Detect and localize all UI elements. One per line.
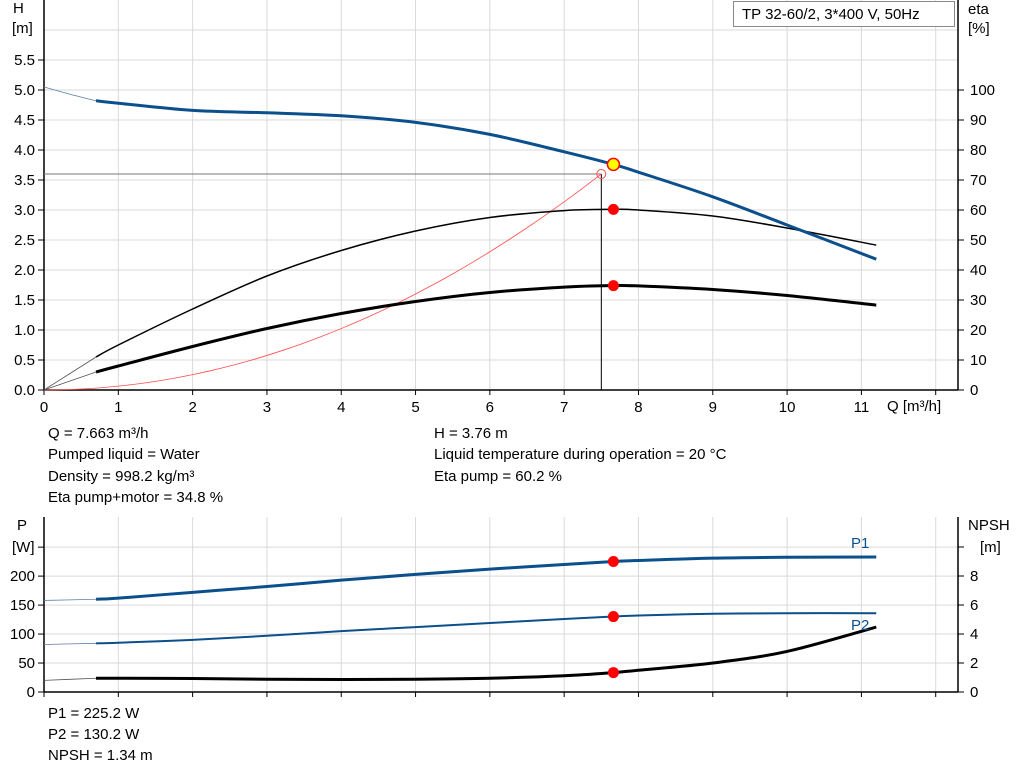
q-tick-label: 3 xyxy=(263,399,271,416)
info-p2: P2 = 130.2 W xyxy=(48,726,140,743)
eta-tick-label: 60 xyxy=(970,202,987,219)
p-axis-label: P xyxy=(17,517,28,534)
eta-tick-label: 30 xyxy=(970,292,987,309)
info-eta-total: Eta pump+motor = 34.8 % xyxy=(48,489,224,506)
npsh-tick-label: 4 xyxy=(970,626,978,643)
info-temperature: Liquid temperature during operation = 20… xyxy=(434,446,727,463)
eta-tick-label: 100 xyxy=(970,82,995,99)
eta-total-operating-point xyxy=(607,280,619,292)
npsh-tick-label: 8 xyxy=(970,568,978,585)
eta-tick-label: 40 xyxy=(970,262,987,279)
npsh-tick-label: 0 xyxy=(970,684,978,701)
npsh-curve xyxy=(96,625,877,682)
p-tick-label: 150 xyxy=(10,597,35,614)
p-tick-label: 100 xyxy=(10,626,35,643)
info-p1: P1 = 225.2 W xyxy=(48,705,140,722)
head-curve-extrapolation xyxy=(43,86,97,102)
eta-tick-label: 0 xyxy=(970,382,978,399)
p-tick-label: 200 xyxy=(10,568,35,585)
eta-tick-label: 50 xyxy=(970,232,987,249)
h-tick-label: 0.0 xyxy=(14,382,35,399)
info-npsh: NPSH = 1.34 m xyxy=(48,747,153,764)
q-tick-label: 7 xyxy=(560,399,568,416)
head-curve xyxy=(95,99,877,261)
npsh-axis-label: NPSH xyxy=(968,517,1010,534)
h-tick-label: 1.0 xyxy=(14,322,35,339)
p-tick-label: 0 xyxy=(27,684,35,701)
q-tick-label: 6 xyxy=(486,399,494,416)
eta-pump-curve-extrapolation xyxy=(43,356,97,391)
q-tick-label: 8 xyxy=(634,399,642,416)
eta-pump-operating-point xyxy=(607,203,619,215)
p-axis-unit: [W] xyxy=(12,539,35,556)
info-h: H = 3.76 m xyxy=(434,425,508,442)
h-tick-label: 0.5 xyxy=(14,352,35,369)
p2-series-label: P2 xyxy=(851,617,870,634)
info-liquid: Pumped liquid = Water xyxy=(48,446,200,463)
h-tick-label: 1.5 xyxy=(14,292,35,309)
h-tick-label: 5.5 xyxy=(14,52,35,69)
q-tick-label: 5 xyxy=(411,399,419,416)
q-tick-label: 9 xyxy=(709,399,717,416)
q-tick-label: 1 xyxy=(114,399,122,416)
q-tick-label: 2 xyxy=(188,399,196,416)
q-tick-label: 4 xyxy=(337,399,345,416)
p1-series-label: P1 xyxy=(851,535,870,552)
eta-tick-label: 10 xyxy=(970,352,987,369)
eta-tick-label: 80 xyxy=(970,142,987,159)
info-q: Q = 7.663 m³/h xyxy=(48,425,149,442)
npsh-operating-point xyxy=(607,667,619,679)
h-tick-label: 4.5 xyxy=(14,112,35,129)
chart-title: TP 32-60/2, 3*400 V, 50Hz xyxy=(733,1,955,27)
npsh-axis-unit: [m] xyxy=(980,539,1001,556)
system-curve xyxy=(43,173,602,391)
eta-tick-label: 90 xyxy=(970,112,987,129)
h-tick-label: 2.0 xyxy=(14,262,35,279)
eta-tick-label: 20 xyxy=(970,322,987,339)
q-tick-label: 10 xyxy=(779,399,796,416)
p-tick-label: 50 xyxy=(18,655,35,672)
q-tick-label: 11 xyxy=(854,399,870,416)
p1-curve xyxy=(95,555,877,601)
eta-axis-unit: [%] xyxy=(968,20,990,37)
p2-curve-extrapolation xyxy=(43,642,97,645)
p1-operating-point xyxy=(607,556,619,568)
eta-axis-label: eta xyxy=(968,1,989,18)
npsh-tick-label: 6 xyxy=(970,597,978,614)
npsh-curve-extrapolation xyxy=(43,677,97,681)
eta-pump-motor-curve xyxy=(95,283,877,374)
eta-pump-curve xyxy=(95,208,877,358)
h-tick-label: 5.0 xyxy=(14,82,35,99)
eta-pump-motor-curve-extrapolation xyxy=(43,371,97,391)
q-tick-label: 0 xyxy=(40,399,48,416)
h-tick-label: 4.0 xyxy=(14,142,35,159)
q-axis-label: Q [m³/h] xyxy=(887,398,942,415)
p2-operating-point xyxy=(607,611,619,623)
h-axis-label: H xyxy=(13,0,24,17)
eta-tick-label: 70 xyxy=(970,172,987,189)
head-operating-point xyxy=(606,157,621,172)
p1-curve-extrapolation xyxy=(43,598,97,601)
h-tick-label: 2.5 xyxy=(14,232,35,249)
p2-curve xyxy=(95,612,877,645)
h-tick-label: 3.5 xyxy=(14,172,35,189)
h-axis-unit: [m] xyxy=(12,20,33,37)
info-density: Density = 998.2 kg/m³ xyxy=(48,468,195,485)
info-eta-pump: Eta pump = 60.2 % xyxy=(434,468,562,485)
h-tick-label: 3.0 xyxy=(14,202,35,219)
npsh-tick-label: 2 xyxy=(970,655,978,672)
duty-point-marker xyxy=(596,169,607,179)
